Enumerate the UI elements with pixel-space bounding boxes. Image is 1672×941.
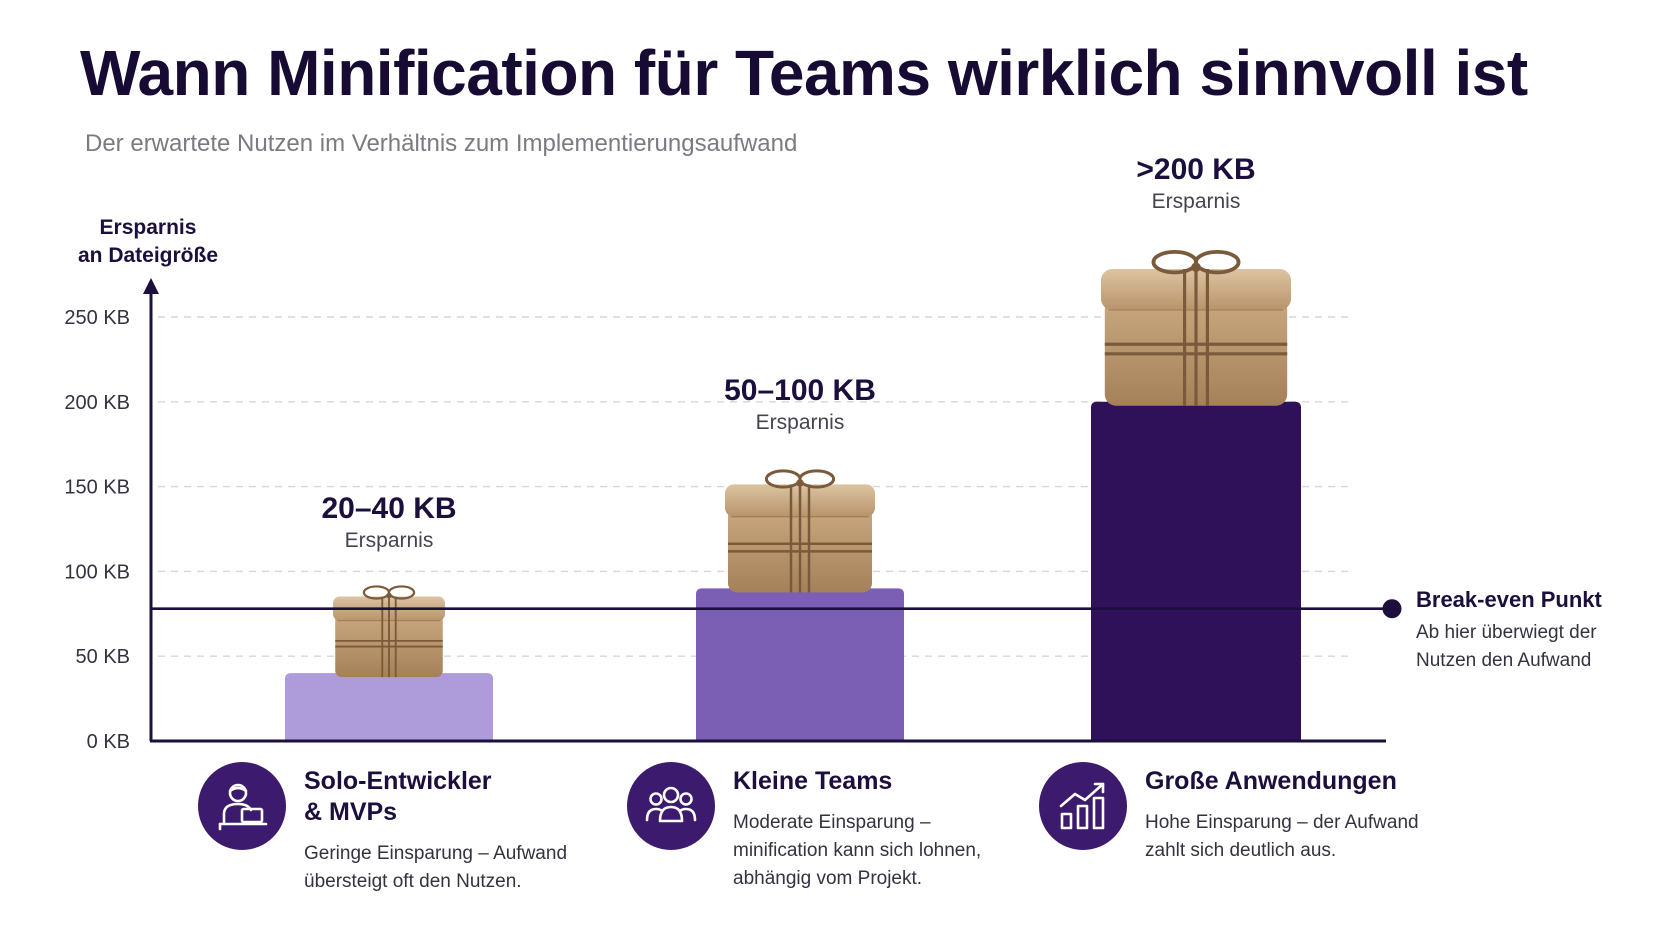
category-description-line2: zahlt sich deutlich aus. (1145, 840, 1337, 861)
break-even-description: Ab hier überwiegt der Nutzen den Aufwand (1416, 619, 1666, 675)
bars (285, 401, 1301, 741)
category-description-line2: übersteigt oft den Nutzen. (304, 871, 522, 892)
category-title: Große Anwendungen (1145, 767, 1397, 795)
y-axis-label: Ersparnis an Dateigröße (48, 214, 248, 270)
bar-value-label-large-apps: >200 KB Ersparnis (1046, 152, 1346, 216)
y-tick-labels: 0 KB 50 KB 100 KB 150 KB 200 KB 250 KB (64, 307, 130, 753)
bar-value-note: Ersparnis (344, 528, 434, 552)
break-even-title: Break-even Punkt (1416, 586, 1602, 612)
y-tick-label: 200 KB (64, 392, 130, 414)
gift-bow-knot (1191, 262, 1201, 273)
bar (285, 673, 493, 741)
y-tick-label: 100 KB (64, 561, 130, 583)
developer-laptop-icon (198, 762, 286, 850)
y-axis-arrow (143, 278, 159, 294)
category-description-line3: abhängig vom Projekt. (733, 868, 923, 889)
category-title: Solo-Entwickler & MVPs (304, 766, 594, 828)
category-title: Kleine Teams (733, 767, 893, 795)
category-description-line1: Geringe Einsparung – Aufwand (304, 843, 568, 864)
break-even-legend: Break-even Punkt Ab hier überwiegt der N… (1416, 585, 1666, 675)
gift-boxes (333, 250, 1291, 678)
category-title-line1: Solo-Entwickler (304, 767, 492, 795)
y-tick-label: 50 KB (76, 646, 130, 668)
growth-chart-icon (1039, 762, 1127, 850)
gift-box (1101, 250, 1291, 406)
bar (696, 588, 904, 741)
y-tick-label: 150 KB (64, 477, 130, 499)
y-axis-label-line1: Ersparnis (99, 216, 197, 239)
category-description-line1: Moderate Einsparung – (733, 812, 931, 833)
gift-box (725, 469, 875, 593)
break-even-description-line1: Ab hier überwiegt der (1416, 621, 1597, 643)
category-description: Geringe Einsparung – Aufwand übersteigt … (304, 840, 594, 896)
bar-value-label-small-teams: 50–100 KB Ersparnis (650, 373, 950, 437)
y-axis-label-line2: an Dateigröße (77, 244, 219, 267)
break-even-dot (1382, 599, 1402, 619)
gift-bow-loop (387, 585, 416, 600)
team-group-icon (627, 762, 715, 850)
gift-bow-loop (1194, 250, 1241, 275)
gift-bow-loop (798, 469, 836, 489)
category-solo-developers: Solo-Entwickler & MVPs Geringe Einsparun… (198, 762, 594, 896)
bar-value-amount: 20–40 KB (321, 491, 457, 525)
bar-value-amount: >200 KB (1136, 153, 1256, 187)
bar-value-note: Ersparnis (1151, 190, 1241, 214)
gift-bow-knot (796, 479, 804, 487)
break-even-description-line2: Nutzen den Aufwand (1416, 649, 1592, 671)
break-even-marker (150, 599, 1402, 619)
category-description-line2: minification kann sich lohnen, (733, 840, 982, 861)
y-tick-label: 0 KB (87, 731, 130, 753)
category-large-applications: Große Anwendungen Hohe Einsparung – der … (1039, 762, 1445, 865)
category-small-teams: Kleine Teams Moderate Einsparung – minif… (627, 762, 1033, 893)
category-description: Hohe Einsparung – der Aufwand zahlt sich… (1145, 809, 1445, 865)
gift-box (333, 585, 445, 678)
bar-value-label-solo: 20–40 KB Ersparnis (239, 491, 539, 555)
gift-bow-knot (386, 592, 392, 599)
axes (143, 278, 1386, 743)
category-description: Moderate Einsparung – minification kann … (733, 809, 1033, 893)
page-title: Wann Minification für Teams wirklich sin… (80, 37, 1528, 109)
bar-value-note: Ersparnis (755, 411, 845, 435)
category-title-line2: & MVPs (304, 798, 398, 826)
category-description-line1: Hohe Einsparung – der Aufwand (1145, 812, 1419, 833)
y-tick-label: 250 KB (64, 307, 130, 329)
bar-value-amount: 50–100 KB (724, 374, 876, 408)
bar (1091, 401, 1301, 741)
page-subtitle: Der erwartete Nutzen im Verhältnis zum I… (85, 130, 798, 157)
